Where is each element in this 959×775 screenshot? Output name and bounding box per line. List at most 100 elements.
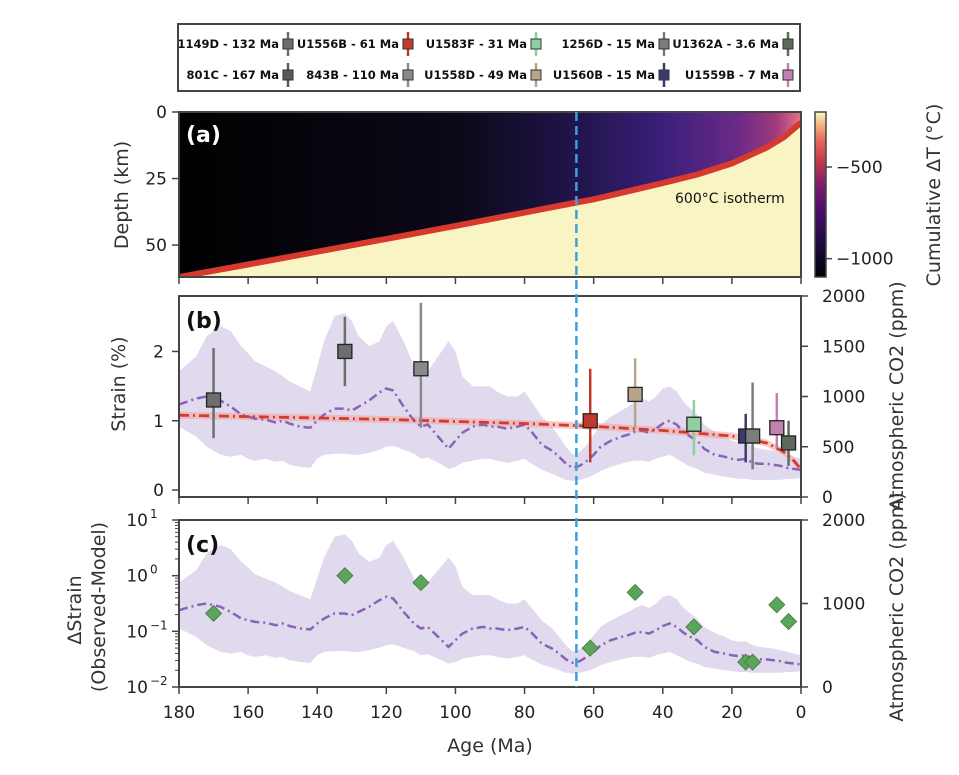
- legend-marker: [658, 38, 670, 50]
- legend-label: 843B - 110 Ma: [306, 68, 399, 82]
- legend-marker: [782, 38, 794, 50]
- colorbar-tick-label: −500: [836, 158, 883, 178]
- panel-c-label: (c): [186, 533, 219, 558]
- panel-c-ytick-exponent: −2: [150, 674, 168, 688]
- legend-label: 801C - 167 Ma: [187, 68, 279, 82]
- panel-c-ytick-label: 10: [126, 511, 148, 531]
- x-tick-label: 100: [439, 703, 471, 723]
- residual-diamond: [768, 596, 786, 614]
- colorbar-tick-label: −1000: [836, 250, 894, 270]
- panel-b-ytick-label: 2: [153, 342, 164, 362]
- site-marker: [769, 420, 785, 436]
- x-tick-label: 60: [583, 703, 605, 723]
- panel-c-ytick-exponent: 0: [150, 563, 158, 577]
- panel-b: (b) 0 1 2 0 500 1000 1500 2000 Strain (%) Atmos…: [108, 281, 908, 510]
- site-marker: [780, 435, 797, 451]
- site-marker: [582, 413, 598, 429]
- legend-marker: [530, 69, 542, 81]
- legend-frame: [177, 23, 801, 92]
- site-marker: [627, 386, 643, 403]
- panel-b-y2tick-label: 1000: [822, 388, 865, 408]
- panel-a-ylabel: Depth (km): [111, 141, 133, 249]
- legend-marker: [402, 38, 414, 50]
- colorbar: [814, 111, 827, 278]
- co2-median-line-b: [179, 387, 801, 472]
- panel-b-ytick-label: 1: [153, 412, 164, 432]
- residual-diamond: [336, 567, 354, 585]
- x-tick-label: 160: [232, 703, 264, 723]
- residual-diamond: [744, 653, 762, 671]
- panel-a-below-isotherm-region: [179, 122, 801, 277]
- legend-marker: [658, 69, 670, 81]
- x-tick-label: 20: [721, 703, 743, 723]
- colorbar-label: Cumulative ΔT (°C): [923, 104, 945, 287]
- residual-diamond: [779, 612, 798, 631]
- x-tick-label: 0: [796, 703, 807, 723]
- x-tick-label: 140: [301, 703, 333, 723]
- residual-diamond: [412, 574, 430, 592]
- panel-a: 600°C isotherm (a) 0 25 50 Depth (km) −500…: [111, 103, 945, 286]
- legend-label: U1362A - 3.6 Ma: [672, 37, 779, 51]
- panel-a-ytick-label: 25: [145, 170, 167, 190]
- legend-label: 1149D - 132 Ma: [177, 37, 279, 51]
- legend-marker: [282, 69, 294, 81]
- panel-c-ytick-label: 10: [126, 678, 148, 698]
- panel-a-ytick-label: 0: [156, 103, 167, 123]
- legend-label: U1558D - 49 Ma: [424, 68, 527, 82]
- residual-diamond: [204, 604, 223, 622]
- panel-b-y2tick-label: 500: [822, 438, 854, 458]
- panel-c-ylabel-line1: ΔStrain: [64, 575, 86, 644]
- legend-marker: [530, 38, 542, 50]
- panel-a-label: (a): [186, 123, 221, 148]
- residual-diamond: [581, 639, 599, 657]
- residual-diamond: [626, 583, 644, 601]
- panel-b-y2tick-label: 0: [822, 488, 833, 508]
- panel-a-ytick-label: 50: [145, 236, 167, 256]
- legend-label: 1256D - 15 Ma: [561, 37, 655, 51]
- co2-median-line-c: [179, 595, 801, 666]
- panel-c-ylabel-line2: (Observed-Model): [88, 522, 110, 692]
- panel-c-ytick-label: 10: [126, 622, 148, 642]
- legend-label: U1560B - 15 Ma: [553, 68, 655, 82]
- model-strain-line: [179, 413, 801, 471]
- panel-c-y2label: Atmospheric CO2 (ppm): [886, 492, 908, 721]
- site-marker: [744, 428, 761, 444]
- panel-b-y2tick-label: 1500: [822, 337, 865, 357]
- legend-label: U1556B - 61 Ma: [297, 37, 399, 51]
- panel-b-ylabel: Strain (%): [108, 336, 130, 431]
- legend-label: U1559B - 7 Ma: [685, 68, 779, 82]
- panel-b-label: (b): [186, 309, 222, 334]
- panel-b-y2label: Atmospheric CO2 (ppm): [886, 281, 908, 510]
- x-tick-label: 80: [514, 703, 536, 723]
- site-marker: [205, 392, 222, 408]
- legend: 1149D - 132 Ma U1556B - 61 Ma U1583F - 31 …: [177, 23, 801, 92]
- isotherm-600-line: [179, 120, 801, 277]
- x-tick-label: 180: [163, 703, 195, 723]
- x-tick-label: 120: [370, 703, 402, 723]
- x-axis-label: Age (Ma): [447, 735, 533, 757]
- panel-c-y2tick-label: 2000: [822, 511, 865, 531]
- co2-uncertainty-band-b: [179, 313, 801, 481]
- site-marker: [413, 361, 429, 377]
- legend-marker: [402, 69, 414, 81]
- x-tick-label: 40: [652, 703, 674, 723]
- panel-b-y2tick-label: 2000: [822, 287, 865, 307]
- legend-marker: [282, 38, 294, 50]
- panel-c-ytick-exponent: −1: [150, 618, 168, 632]
- panel-c-y2tick-label: 1000: [822, 595, 865, 615]
- panel-a-frame: [178, 111, 802, 278]
- panel-c-y2tick-label: 0: [822, 678, 833, 698]
- panel-c-ytick-label: 10: [126, 567, 148, 587]
- panel-c-ylabel: ΔStrain (Observed-Model): [64, 522, 110, 692]
- model-strain-band: [179, 411, 801, 473]
- panel-c-ytick-exponent: 1: [150, 507, 158, 521]
- panel-b-ytick-label: 0: [153, 481, 164, 501]
- legend-marker: [782, 69, 794, 81]
- residual-diamond: [685, 618, 703, 636]
- legend-label: U1583F - 31 Ma: [426, 37, 527, 51]
- site-marker: [337, 343, 353, 360]
- site-marker: [686, 416, 702, 432]
- co2-uncertainty-band-c: [179, 534, 801, 674]
